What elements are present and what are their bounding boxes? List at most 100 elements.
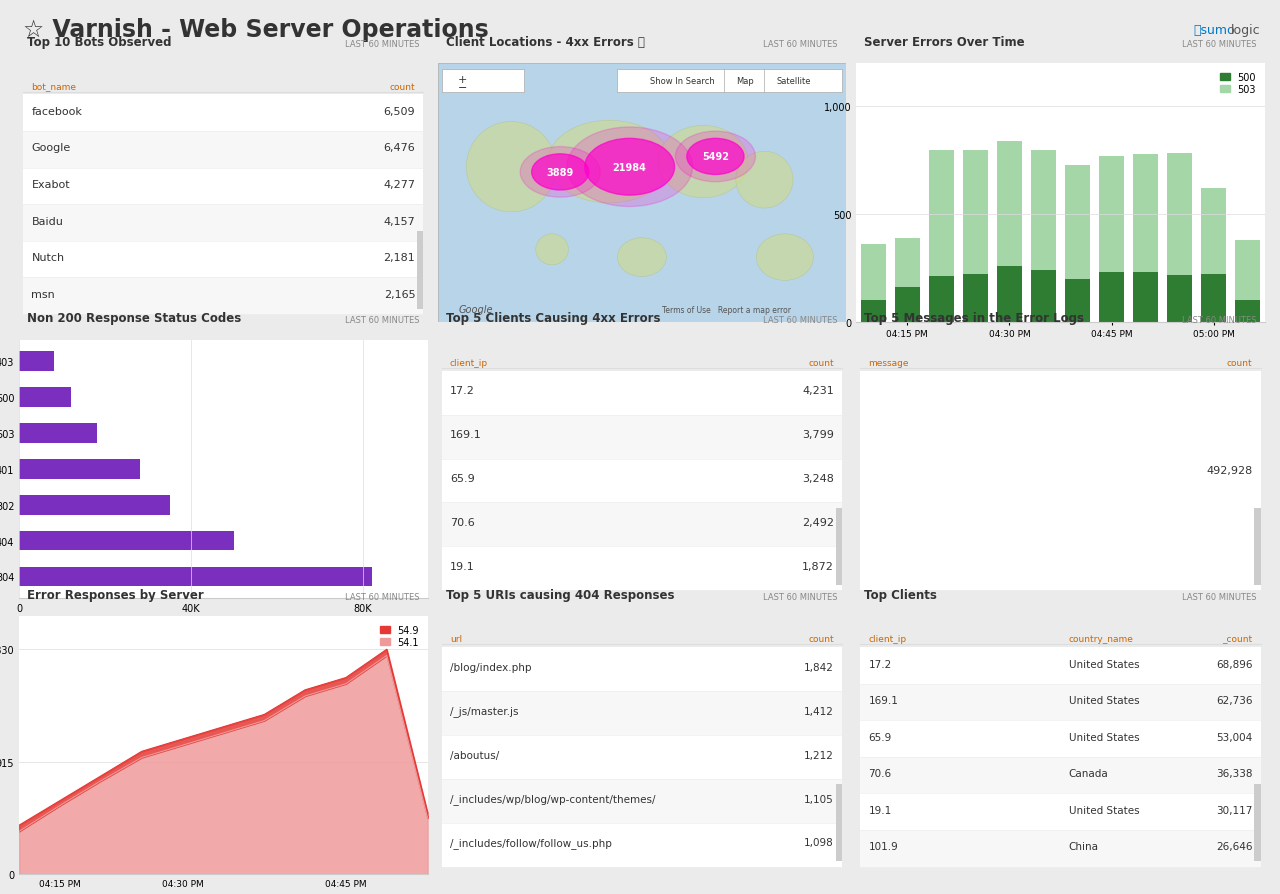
- Bar: [1065, 165, 1089, 323]
- Bar: [860, 794, 1261, 830]
- Text: United States: United States: [1069, 696, 1139, 705]
- Text: Top Clients: Top Clients: [864, 588, 937, 601]
- Bar: [19, 531, 234, 551]
- Bar: [23, 205, 424, 241]
- Bar: [895, 239, 919, 323]
- Bar: [442, 779, 842, 822]
- Text: 4,277: 4,277: [383, 180, 415, 190]
- Ellipse shape: [548, 121, 671, 204]
- Text: 1,842: 1,842: [804, 662, 833, 672]
- Text: message: message: [869, 358, 909, 367]
- Text: 62,736: 62,736: [1216, 696, 1252, 705]
- Text: Top 5 Clients Causing 4xx Errors: Top 5 Clients Causing 4xx Errors: [445, 312, 660, 325]
- Text: 70.6: 70.6: [869, 769, 892, 779]
- Text: facebook: facebook: [32, 106, 82, 117]
- Bar: [836, 784, 842, 862]
- Text: 2,492: 2,492: [801, 518, 833, 527]
- Bar: [19, 495, 170, 515]
- Text: /_includes/follow/follow_us.php: /_includes/follow/follow_us.php: [451, 837, 612, 848]
- Text: 26,646: 26,646: [1216, 841, 1252, 851]
- Bar: [442, 647, 842, 691]
- Text: 36,338: 36,338: [1216, 769, 1252, 779]
- Bar: [836, 508, 842, 586]
- Bar: [442, 735, 842, 779]
- Text: LAST 60 MINUTES: LAST 60 MINUTES: [344, 316, 420, 325]
- Text: +: +: [458, 75, 467, 85]
- Text: 4,231: 4,231: [803, 386, 833, 396]
- Text: Show In Search: Show In Search: [650, 77, 714, 86]
- Text: 492,928: 492,928: [1206, 465, 1252, 475]
- Bar: [1254, 508, 1261, 586]
- Text: −: −: [458, 82, 467, 93]
- Text: Non 200 Response Status Codes: Non 200 Response Status Codes: [27, 312, 242, 325]
- Bar: [1133, 273, 1158, 323]
- Text: 3889: 3889: [547, 168, 573, 178]
- Bar: [1100, 156, 1124, 323]
- Text: 68,896: 68,896: [1216, 659, 1252, 669]
- Bar: [442, 70, 524, 93]
- Text: 17.2: 17.2: [869, 659, 892, 669]
- Text: 1,872: 1,872: [803, 561, 833, 571]
- Bar: [860, 721, 1261, 757]
- Text: url: url: [451, 635, 462, 644]
- Bar: [19, 424, 96, 443]
- Text: /_includes/wp/blog/wp-content/themes/: /_includes/wp/blog/wp-content/themes/: [451, 793, 655, 804]
- Text: Server Errors Over Time: Server Errors Over Time: [864, 36, 1025, 49]
- Bar: [19, 388, 70, 408]
- Bar: [1202, 189, 1226, 323]
- Ellipse shape: [536, 234, 568, 266]
- Text: Map: Map: [736, 77, 754, 86]
- Text: Error Responses by Server: Error Responses by Server: [27, 588, 204, 601]
- Ellipse shape: [736, 152, 794, 209]
- Text: msn: msn: [32, 290, 55, 299]
- Text: 169.1: 169.1: [869, 696, 899, 705]
- Legend: 54.9, 54.1: 54.9, 54.1: [376, 621, 422, 651]
- Bar: [442, 822, 842, 866]
- Text: count: count: [808, 635, 833, 644]
- Text: bot_name: bot_name: [32, 82, 77, 91]
- Circle shape: [687, 139, 744, 175]
- Text: Terms of Use   Report a map error: Terms of Use Report a map error: [662, 306, 791, 315]
- Text: Google: Google: [32, 143, 70, 153]
- Bar: [442, 691, 842, 735]
- Text: LAST 60 MINUTES: LAST 60 MINUTES: [1181, 40, 1257, 49]
- Text: logic: logic: [1231, 24, 1261, 37]
- Ellipse shape: [658, 126, 748, 198]
- Circle shape: [585, 139, 675, 196]
- Legend: 500, 503: 500, 503: [1216, 69, 1260, 99]
- Text: 1,212: 1,212: [804, 750, 833, 760]
- Text: LAST 60 MINUTES: LAST 60 MINUTES: [1181, 316, 1257, 325]
- Bar: [963, 150, 988, 323]
- Bar: [1133, 155, 1158, 323]
- Bar: [861, 300, 886, 323]
- Text: Top 5 URIs causing 404 Responses: Top 5 URIs causing 404 Responses: [445, 588, 675, 601]
- Text: China: China: [1069, 841, 1098, 851]
- Text: 19.1: 19.1: [451, 561, 475, 571]
- Text: LAST 60 MINUTES: LAST 60 MINUTES: [763, 40, 838, 49]
- Text: United States: United States: [1069, 732, 1139, 742]
- Text: country_name: country_name: [1069, 635, 1134, 644]
- Text: 169.1: 169.1: [451, 430, 481, 440]
- Text: LAST 60 MINUTES: LAST 60 MINUTES: [763, 316, 838, 325]
- Text: 2,165: 2,165: [384, 290, 415, 299]
- Text: count: count: [389, 82, 415, 91]
- Bar: [1235, 240, 1260, 323]
- Text: 3,799: 3,799: [803, 430, 833, 440]
- Text: LAST 60 MINUTES: LAST 60 MINUTES: [344, 40, 420, 49]
- Text: United States: United States: [1069, 659, 1139, 669]
- Text: Google: Google: [458, 305, 493, 315]
- Text: 1,105: 1,105: [804, 794, 833, 804]
- Text: client_ip: client_ip: [869, 635, 906, 644]
- Text: 3,248: 3,248: [803, 474, 833, 484]
- Bar: [23, 168, 424, 205]
- Circle shape: [676, 132, 755, 182]
- Bar: [1167, 276, 1192, 323]
- Bar: [19, 460, 140, 479]
- Bar: [997, 266, 1021, 323]
- Bar: [23, 131, 424, 168]
- Circle shape: [520, 148, 600, 198]
- Bar: [1202, 275, 1226, 323]
- Text: /_js/master.js: /_js/master.js: [451, 705, 518, 716]
- Text: 101.9: 101.9: [869, 841, 899, 851]
- Bar: [442, 371, 842, 415]
